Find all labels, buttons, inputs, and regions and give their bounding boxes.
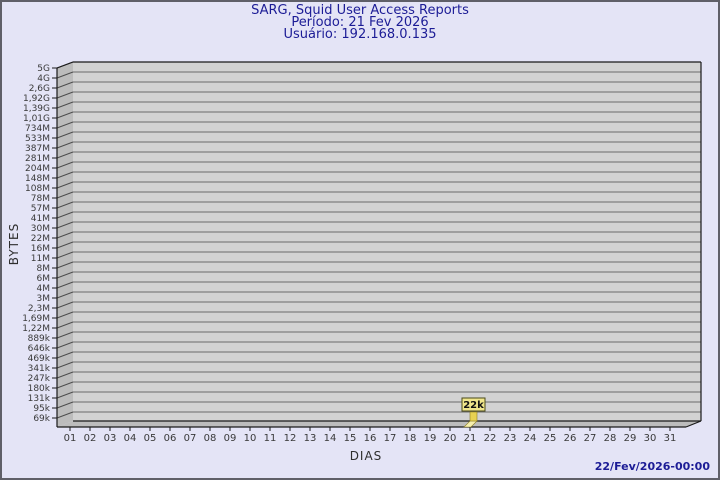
x-tick-label: 29 xyxy=(624,433,637,444)
x-tick-label: 03 xyxy=(104,433,117,444)
y-axis-title: BYTES xyxy=(7,222,21,266)
x-tick-label: 22 xyxy=(484,433,497,444)
y-tick-label: 4M xyxy=(37,284,51,294)
y-tick-label: 4G xyxy=(37,74,50,84)
y-tick-label: 148M xyxy=(25,174,50,184)
y-tick-label: 387M xyxy=(25,144,50,154)
y-tick-label: 1,39G xyxy=(23,104,50,114)
y-tick-label: 646k xyxy=(28,344,51,354)
bar-value-box xyxy=(461,397,486,412)
x-tick-label: 04 xyxy=(124,433,137,444)
y-tick-label: 69k xyxy=(33,414,50,424)
y-tick-label: 108M xyxy=(25,184,50,194)
x-tick-label: 02 xyxy=(84,433,97,444)
chart-user: Usuário: 192.168.0.135 xyxy=(283,27,437,42)
x-tick-label: 07 xyxy=(184,433,197,444)
chart-title: SARG, Squid User Access Reports xyxy=(251,3,469,18)
y-tick-label: 204M xyxy=(25,164,50,174)
x-tick-label: 23 xyxy=(504,433,517,444)
x-tick-label: 10 xyxy=(244,433,257,444)
y-tick-label: 78M xyxy=(31,194,50,204)
x-axis-title: DIAS xyxy=(349,449,383,463)
x-tick-label: 20 xyxy=(444,433,457,444)
x-tick-label: 05 xyxy=(144,433,157,444)
data-bar: 22k xyxy=(461,397,486,428)
y-tick-label: 6M xyxy=(37,274,51,284)
x-tick-label: 16 xyxy=(364,433,377,444)
y-tick-label: 1,22M xyxy=(22,324,50,334)
report-timestamp: 22/Fev/2026-00:00 xyxy=(594,460,710,473)
x-tick-labels: 01 02 03 04 05 06 07 08 09 10 11 12 13 14 15 16 17 18 19 20… xyxy=(64,427,677,444)
y-tick-label: 30M xyxy=(31,224,50,234)
x-tick-label: 14 xyxy=(324,433,337,444)
y-tick-label: 57M xyxy=(31,204,50,214)
y-tick-label: 16M xyxy=(31,244,50,254)
plot-floor xyxy=(57,421,701,427)
y-tick-label: 22M xyxy=(31,234,50,244)
x-tick-label: 15 xyxy=(344,433,357,444)
y-tick-label: 41M xyxy=(31,214,50,224)
y-tick-label: 3M xyxy=(37,294,51,304)
x-tick-label: 01 xyxy=(64,433,77,444)
x-tick-label: 19 xyxy=(424,433,437,444)
chart-period: Período: 21 Fev 2026 xyxy=(291,15,429,30)
y-tick-label: 734M xyxy=(25,124,50,134)
plot-frame xyxy=(56,61,702,428)
y-tick-label: 8M xyxy=(37,264,51,274)
x-tick-label: 26 xyxy=(564,433,577,444)
y-tick-label: 11M xyxy=(31,254,50,264)
x-tick-label: 28 xyxy=(604,433,617,444)
bar-value-label: 22k xyxy=(463,400,484,411)
x-tick-label: 31 xyxy=(664,433,677,444)
x-tick-label: 13 xyxy=(304,433,317,444)
y-tick-label: 1,69M xyxy=(22,314,50,324)
y-tick-label: 341k xyxy=(28,364,51,374)
x-tick-label: 06 xyxy=(164,433,177,444)
y-tick-label: 5G xyxy=(37,64,50,74)
y-tick-label: 1,01G xyxy=(23,114,50,124)
y-tick-label: 95k xyxy=(33,404,50,414)
x-tick-label: 08 xyxy=(204,433,217,444)
y-tick-label: 180k xyxy=(28,384,51,394)
x-tick-label: 25 xyxy=(544,433,557,444)
y-tick-label: 889k xyxy=(28,334,51,344)
y-tick-label: 2,6G xyxy=(29,84,50,94)
x-tick-label: 17 xyxy=(384,433,397,444)
y-tick-label: 247k xyxy=(28,374,51,384)
x-tick-label: 24 xyxy=(524,433,537,444)
y-tick-label: 1,92G xyxy=(23,94,50,104)
y-tick-label: 533M xyxy=(25,134,50,144)
x-tick-label: 18 xyxy=(404,433,417,444)
x-tick-label: 27 xyxy=(584,433,597,444)
x-tick-label: 11 xyxy=(264,433,277,444)
y-tick-label: 131k xyxy=(28,394,51,404)
x-tick-label: 30 xyxy=(644,433,657,444)
x-tick-label: 12 xyxy=(284,433,297,444)
y-tick-labels: 5G4G2,6G1,92G1,39G1,01G734M533M387M281M2… xyxy=(22,64,51,424)
y-tick-label: 281M xyxy=(25,154,50,164)
y-tick-label: 469k xyxy=(28,354,51,364)
y-tick-label: 2,3M xyxy=(28,304,50,314)
x-tick-label: 21 xyxy=(464,433,477,444)
chart-title-block: SARG, Squid User Access Reports Período:… xyxy=(0,3,720,42)
x-tick-label: 09 xyxy=(224,433,237,444)
